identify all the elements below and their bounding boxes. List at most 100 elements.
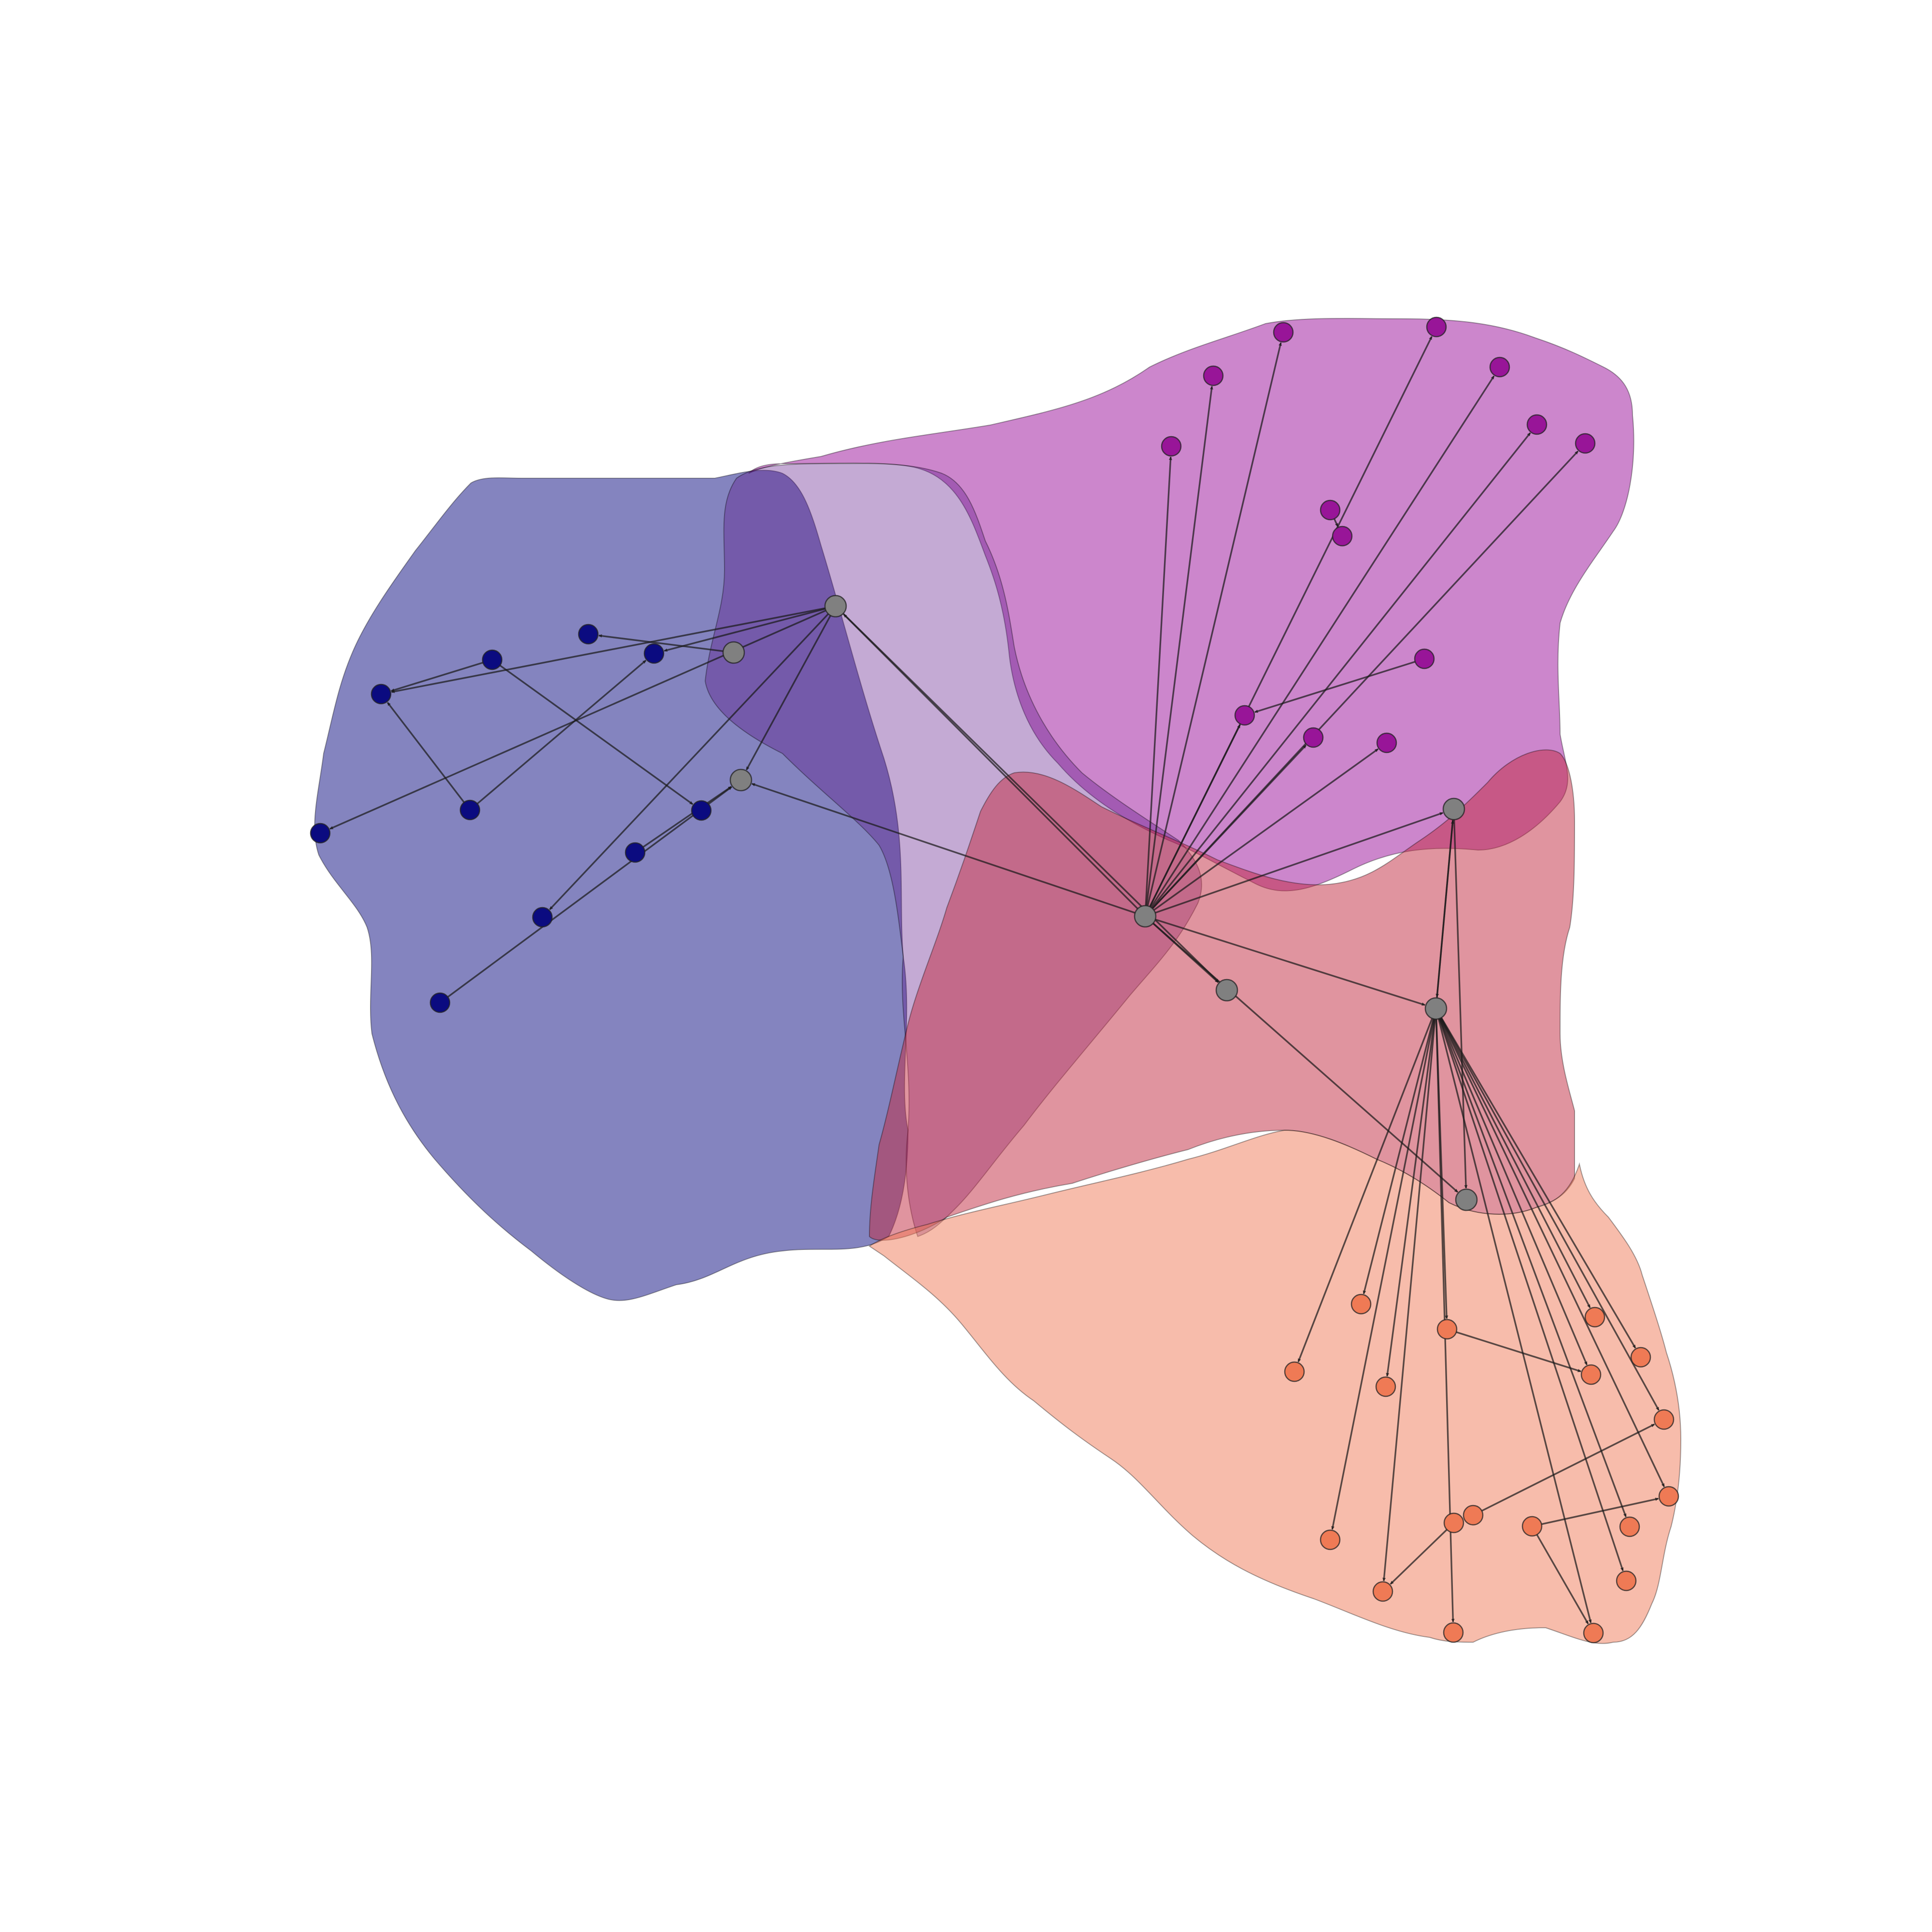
edge-h6-o5 — [1440, 1017, 1591, 1308]
edge-o18-o9 — [1541, 1497, 1659, 1525]
node-o1 — [1350, 1293, 1372, 1315]
edge-h6-o6 — [1439, 1018, 1588, 1365]
node-o5 — [1584, 1307, 1605, 1328]
edge-h1-b1 — [391, 607, 825, 694]
edge-b2-b1 — [391, 662, 483, 692]
node-b6 — [310, 823, 331, 844]
node-p8 — [1320, 499, 1341, 521]
edge-b4-b5 — [477, 660, 647, 805]
edge-b10-h3 — [447, 786, 732, 998]
edge-h6-o2 — [1297, 1018, 1433, 1363]
edge-h6-o15 — [1437, 1018, 1592, 1623]
node-p11 — [1303, 727, 1324, 748]
node-o7 — [1630, 1347, 1651, 1368]
edge-h2-b3 — [598, 634, 724, 652]
node-b2 — [482, 649, 503, 670]
region-purple — [748, 318, 1634, 892]
node-h5 — [1215, 979, 1238, 1002]
node-b8 — [532, 907, 553, 928]
node-p5 — [1489, 356, 1510, 378]
node-o18 — [1521, 1516, 1543, 1537]
edge-h0-p2 — [1146, 386, 1213, 906]
edge-h0-p1 — [1145, 456, 1172, 906]
node-o14 — [1616, 1570, 1637, 1591]
node-p1 — [1161, 436, 1182, 457]
node-h1 — [824, 595, 847, 618]
node-h0 — [1134, 905, 1157, 928]
edge-o18-o15 — [1536, 1534, 1589, 1624]
edge-h6-o4 — [1386, 1019, 1435, 1377]
edge-b2-b7 — [499, 665, 694, 805]
node-b10 — [429, 992, 451, 1013]
edge-h0-p5 — [1150, 375, 1495, 908]
edge-h6-o7 — [1440, 1017, 1636, 1349]
node-o3 — [1436, 1319, 1458, 1340]
node-b5 — [643, 643, 665, 664]
node-h6 — [1424, 997, 1448, 1020]
node-p10 — [1234, 705, 1255, 726]
node-o13 — [1443, 1622, 1464, 1643]
node-h4 — [1442, 797, 1465, 821]
edge-b9-h3 — [642, 786, 732, 848]
node-h7 — [1455, 1188, 1478, 1211]
node-o6 — [1580, 1364, 1602, 1385]
community-regions — [314, 318, 1682, 1644]
edge-h6-o14 — [1438, 1018, 1624, 1571]
node-b4 — [459, 799, 481, 821]
node-o10 — [1320, 1529, 1341, 1550]
edge-h4-h7 — [1453, 819, 1468, 1189]
node-b7 — [691, 800, 712, 821]
edge-h6-h4 — [1436, 820, 1454, 998]
node-p3 — [1273, 322, 1294, 343]
edge-h6-o8 — [1440, 1017, 1660, 1411]
node-h2 — [722, 641, 745, 664]
node-o4 — [1375, 1376, 1396, 1397]
edge-o16-o12 — [1390, 1529, 1448, 1585]
edge-h6-o10 — [1331, 1019, 1435, 1530]
edge-h0-h6 — [1155, 919, 1425, 1006]
edge-h1-h5 — [842, 613, 1220, 983]
edge-h1-b8 — [549, 613, 829, 910]
edge-h0-p11 — [1151, 744, 1307, 909]
node-p12 — [1414, 648, 1435, 669]
edge-h6-o9 — [1439, 1018, 1665, 1487]
edge-h6-o12 — [1382, 1019, 1436, 1581]
node-o12 — [1372, 1581, 1393, 1602]
node-b1 — [370, 683, 392, 705]
region-orange — [868, 1129, 1682, 1644]
edge-o17-o8 — [1481, 1423, 1655, 1512]
node-p9 — [1332, 526, 1353, 547]
nodes-layer — [310, 316, 1679, 1644]
node-o8 — [1653, 1409, 1675, 1430]
node-o2 — [1284, 1361, 1305, 1382]
edge-h6-o1 — [1363, 1018, 1435, 1294]
node-o16 — [1443, 1512, 1464, 1534]
edge-h1-h3 — [746, 615, 831, 770]
edges-layer — [329, 336, 1665, 1624]
node-p7 — [1575, 433, 1596, 454]
node-o15 — [1583, 1622, 1604, 1644]
node-h3 — [729, 768, 753, 792]
edge-h0-h3 — [752, 783, 1136, 914]
edge-h0-h4 — [1155, 812, 1443, 914]
edge-h0-p13 — [1153, 748, 1379, 911]
edge-h6-o11 — [1439, 1018, 1627, 1518]
node-o17 — [1463, 1505, 1484, 1526]
node-o9 — [1658, 1486, 1679, 1507]
edge-h1-b5 — [664, 608, 826, 652]
edge-o3-o6 — [1456, 1331, 1581, 1373]
node-b3 — [578, 624, 599, 645]
node-b9 — [625, 842, 646, 863]
edge-p8-p9 — [1333, 518, 1339, 527]
node-p6 — [1526, 414, 1548, 435]
node-p13 — [1376, 732, 1397, 753]
node-p2 — [1203, 365, 1224, 386]
node-p4 — [1426, 316, 1447, 338]
edge-b4-b1 — [387, 702, 465, 803]
edge-h0-p10 — [1149, 724, 1241, 908]
edge-p12-p10 — [1254, 661, 1416, 713]
edge-h0-p3 — [1147, 342, 1282, 906]
node-o11 — [1619, 1516, 1640, 1537]
edge-h0-p6 — [1151, 432, 1531, 909]
